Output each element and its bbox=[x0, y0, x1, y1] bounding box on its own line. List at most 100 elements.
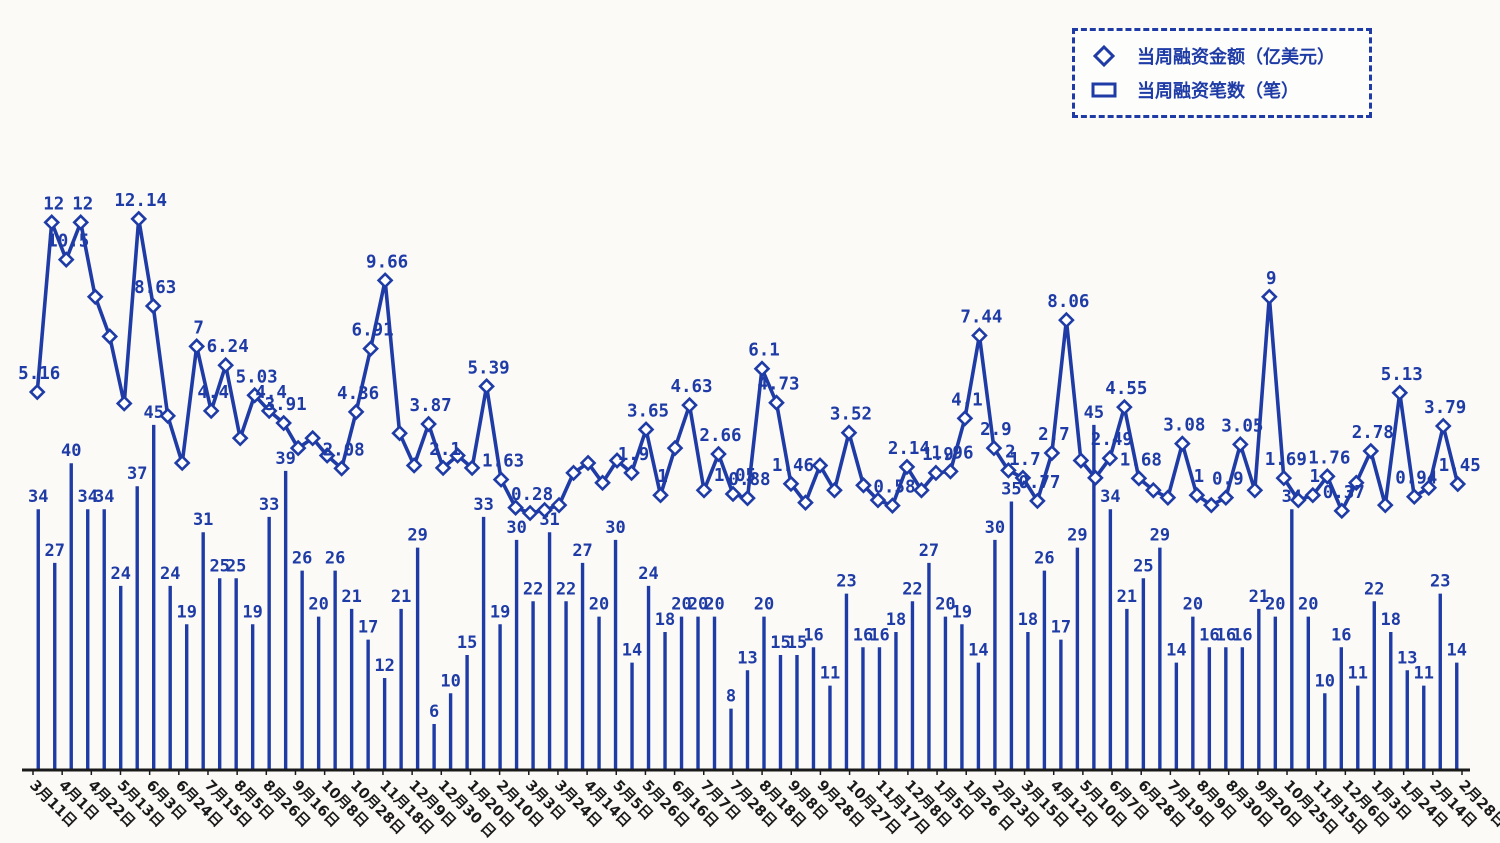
svg-text:2.1: 2.1 bbox=[429, 440, 461, 460]
svg-text:45: 45 bbox=[1084, 403, 1104, 423]
svg-text:4.4: 4.4 bbox=[255, 383, 287, 403]
svg-text:1.05: 1.05 bbox=[714, 466, 756, 486]
svg-text:3.91: 3.91 bbox=[265, 395, 307, 415]
svg-text:18: 18 bbox=[655, 610, 675, 630]
svg-text:34: 34 bbox=[1100, 487, 1120, 507]
svg-text:20: 20 bbox=[754, 595, 774, 615]
svg-text:11: 11 bbox=[820, 664, 840, 684]
svg-text:39: 39 bbox=[275, 449, 295, 469]
svg-text:16: 16 bbox=[803, 625, 823, 645]
svg-text:34: 34 bbox=[94, 487, 114, 507]
svg-text:26: 26 bbox=[325, 549, 345, 569]
svg-text:33: 33 bbox=[259, 495, 279, 515]
svg-text:16: 16 bbox=[853, 625, 873, 645]
svg-text:3.08: 3.08 bbox=[1163, 416, 1205, 436]
svg-text:0.9: 0.9 bbox=[1212, 470, 1244, 490]
svg-text:0.94: 0.94 bbox=[1395, 469, 1437, 489]
svg-text:34: 34 bbox=[77, 487, 97, 507]
svg-text:20: 20 bbox=[1265, 595, 1285, 615]
svg-text:9: 9 bbox=[1266, 269, 1277, 289]
svg-text:27: 27 bbox=[919, 541, 939, 561]
svg-text:6: 6 bbox=[429, 702, 439, 722]
svg-text:1: 1 bbox=[657, 467, 668, 487]
svg-text:4.4: 4.4 bbox=[197, 383, 229, 403]
svg-text:23: 23 bbox=[836, 572, 856, 592]
svg-text:33: 33 bbox=[473, 495, 493, 515]
svg-text:22: 22 bbox=[1364, 579, 1384, 599]
svg-text:7: 7 bbox=[193, 318, 204, 338]
svg-text:16: 16 bbox=[1331, 625, 1351, 645]
chart-legend: 当周融资金额（亿美元） 当周融资笔数（笔） bbox=[1072, 28, 1372, 118]
svg-text:1.68: 1.68 bbox=[1120, 450, 1162, 470]
svg-text:4.73: 4.73 bbox=[757, 375, 799, 395]
svg-text:3.65: 3.65 bbox=[627, 401, 669, 421]
svg-text:5.16: 5.16 bbox=[18, 364, 60, 384]
svg-text:1.46: 1.46 bbox=[772, 456, 814, 476]
svg-text:18: 18 bbox=[886, 610, 906, 630]
svg-text:0.58: 0.58 bbox=[873, 478, 915, 498]
svg-text:1.9: 1.9 bbox=[922, 445, 954, 465]
svg-text:16: 16 bbox=[1199, 625, 1219, 645]
svg-text:10: 10 bbox=[1315, 671, 1335, 691]
svg-text:45: 45 bbox=[143, 403, 163, 423]
svg-text:15: 15 bbox=[457, 633, 477, 653]
svg-text:0.77: 0.77 bbox=[1018, 473, 1060, 493]
svg-text:1.96: 1.96 bbox=[931, 443, 973, 463]
svg-text:19: 19 bbox=[952, 602, 972, 622]
svg-text:19: 19 bbox=[490, 602, 510, 622]
svg-text:29: 29 bbox=[407, 526, 427, 546]
svg-text:1.7: 1.7 bbox=[1009, 450, 1041, 470]
svg-text:2: 2 bbox=[1005, 442, 1016, 462]
svg-text:22: 22 bbox=[902, 579, 922, 599]
svg-text:27: 27 bbox=[572, 541, 592, 561]
svg-text:21: 21 bbox=[1117, 587, 1137, 607]
svg-text:12: 12 bbox=[374, 656, 394, 676]
svg-text:6.1: 6.1 bbox=[748, 341, 780, 361]
svg-text:12: 12 bbox=[43, 194, 64, 214]
svg-text:7.44: 7.44 bbox=[960, 307, 1002, 327]
svg-text:20: 20 bbox=[671, 595, 691, 615]
svg-text:1: 1 bbox=[1194, 467, 1205, 487]
svg-text:3.52: 3.52 bbox=[830, 405, 872, 425]
svg-text:25: 25 bbox=[1133, 556, 1153, 576]
diamond-marker-icon bbox=[1089, 45, 1119, 67]
svg-text:20: 20 bbox=[704, 595, 724, 615]
svg-text:14: 14 bbox=[968, 641, 988, 661]
svg-text:16: 16 bbox=[1232, 625, 1252, 645]
legend-item-amount: 当周融资金额（亿美元） bbox=[1089, 39, 1355, 73]
svg-text:12.14: 12.14 bbox=[114, 191, 167, 211]
svg-text:26: 26 bbox=[1034, 549, 1054, 569]
svg-text:15: 15 bbox=[770, 633, 790, 653]
svg-text:25: 25 bbox=[209, 556, 229, 576]
svg-text:1.76: 1.76 bbox=[1308, 448, 1350, 468]
svg-text:5.03: 5.03 bbox=[236, 367, 278, 387]
svg-text:12: 12 bbox=[72, 194, 93, 214]
svg-text:4.1: 4.1 bbox=[951, 390, 983, 410]
svg-text:14: 14 bbox=[1447, 641, 1467, 661]
svg-text:23: 23 bbox=[1430, 572, 1450, 592]
svg-text:24: 24 bbox=[638, 564, 658, 584]
svg-text:10: 10 bbox=[440, 671, 460, 691]
svg-text:17: 17 bbox=[1051, 618, 1071, 638]
svg-text:0.88: 0.88 bbox=[728, 470, 770, 490]
svg-text:2.49: 2.49 bbox=[1091, 430, 1133, 450]
legend-label-count: 当周融资笔数（笔） bbox=[1137, 81, 1299, 102]
svg-text:24: 24 bbox=[160, 564, 180, 584]
svg-text:11: 11 bbox=[1414, 664, 1434, 684]
svg-text:5.13: 5.13 bbox=[1381, 365, 1423, 385]
svg-text:20: 20 bbox=[935, 595, 955, 615]
svg-text:24: 24 bbox=[110, 564, 130, 584]
svg-text:21: 21 bbox=[1249, 587, 1269, 607]
svg-text:20: 20 bbox=[308, 595, 328, 615]
svg-text:18: 18 bbox=[1018, 610, 1038, 630]
svg-text:3.05: 3.05 bbox=[1221, 416, 1263, 436]
svg-text:11: 11 bbox=[1348, 664, 1368, 684]
svg-text:29: 29 bbox=[1150, 526, 1170, 546]
svg-text:20: 20 bbox=[688, 595, 708, 615]
svg-text:9.66: 9.66 bbox=[366, 252, 408, 272]
svg-text:3.87: 3.87 bbox=[410, 396, 452, 416]
svg-text:37: 37 bbox=[127, 464, 147, 484]
svg-text:21: 21 bbox=[391, 587, 411, 607]
svg-text:2.7: 2.7 bbox=[1038, 425, 1070, 445]
